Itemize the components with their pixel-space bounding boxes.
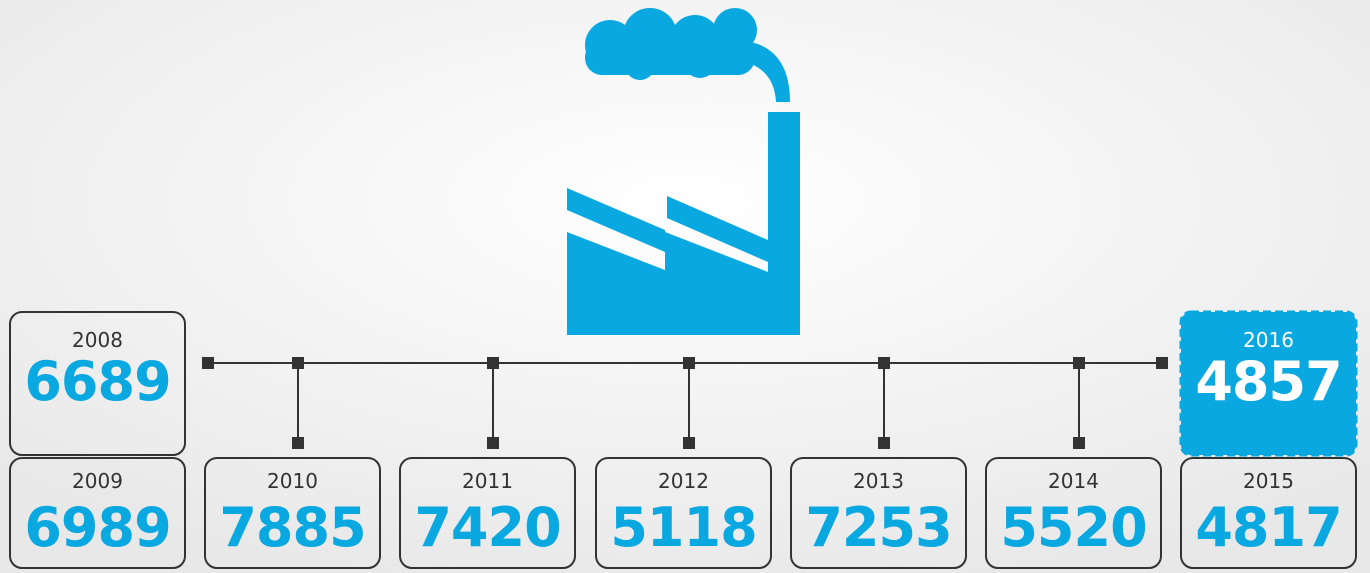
value-label: 4817 bbox=[1195, 496, 1341, 559]
node bbox=[487, 357, 499, 369]
node bbox=[683, 437, 695, 449]
node bbox=[292, 437, 304, 449]
value-label: 5520 bbox=[1000, 496, 1146, 559]
box-frame bbox=[1180, 457, 1357, 569]
year-label: 2012 bbox=[658, 469, 709, 493]
box-frame bbox=[399, 457, 576, 569]
year-label: 2014 bbox=[1048, 469, 1099, 493]
year-box: 2010 7885 bbox=[204, 457, 381, 569]
year-label: 2009 bbox=[72, 469, 123, 493]
year-box: 2011 7420 bbox=[399, 457, 576, 569]
year-label: 2016 bbox=[1243, 328, 1294, 352]
node bbox=[683, 357, 695, 369]
box-frame bbox=[9, 311, 186, 456]
value-label: 7420 bbox=[414, 496, 560, 559]
factory-icon bbox=[567, 8, 800, 335]
box-frame bbox=[9, 457, 186, 569]
value-label: 5118 bbox=[610, 496, 756, 559]
year-box: 2009 6989 bbox=[9, 457, 186, 569]
node bbox=[292, 357, 304, 369]
node bbox=[1073, 357, 1085, 369]
node bbox=[487, 437, 499, 449]
box-frame bbox=[595, 457, 772, 569]
node bbox=[878, 357, 890, 369]
value-label: 6989 bbox=[24, 496, 170, 559]
year-box: 2012 5118 bbox=[595, 457, 772, 569]
box-frame bbox=[790, 457, 967, 569]
year-label: 2015 bbox=[1243, 469, 1294, 493]
value-label: 4857 bbox=[1195, 350, 1341, 413]
node bbox=[878, 437, 890, 449]
value-label: 6689 bbox=[24, 350, 170, 413]
value-label: 7253 bbox=[805, 496, 951, 559]
node bbox=[1073, 437, 1085, 449]
year-label: 2008 bbox=[72, 328, 123, 352]
year-label: 2010 bbox=[267, 469, 318, 493]
year-label: 2011 bbox=[462, 469, 513, 493]
box-frame bbox=[1179, 310, 1358, 457]
year-box: 2013 7253 bbox=[790, 457, 967, 569]
year-box: 2014 5520 bbox=[985, 457, 1162, 569]
timeline bbox=[202, 357, 1168, 449]
year-box: 2015 4817 bbox=[1180, 457, 1357, 569]
box-frame bbox=[204, 457, 381, 569]
box-frame bbox=[985, 457, 1162, 569]
value-label: 7885 bbox=[219, 496, 365, 559]
year-label: 2013 bbox=[853, 469, 904, 493]
